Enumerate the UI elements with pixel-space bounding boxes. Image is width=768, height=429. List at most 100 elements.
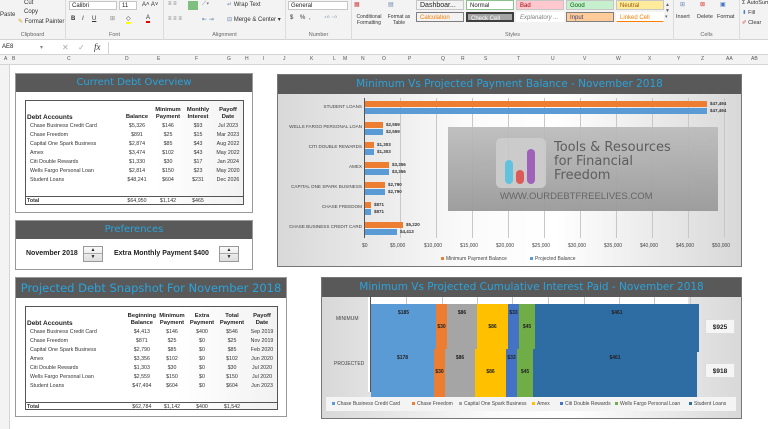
paste-button[interactable]: Paste [0, 12, 16, 18]
col-ab[interactable]: AB [751, 56, 758, 62]
fill-color-icon[interactable]: ◇ [126, 16, 131, 24]
col-e[interactable]: E [157, 56, 161, 62]
italic-button[interactable]: I [82, 16, 84, 22]
cell: $1,303 [133, 364, 150, 371]
fill-button[interactable]: ⬇ Fill [742, 10, 756, 16]
bold-button[interactable]: B [71, 16, 76, 22]
seg-proj-chase-business: $178 [371, 349, 434, 397]
extra-down-button[interactable]: ▼ [226, 254, 232, 260]
style-normal[interactable]: Normal [466, 0, 514, 10]
cell: $93 [193, 122, 203, 129]
month-up-button[interactable]: ▲ [84, 247, 102, 254]
seg-min-citi: $33 [508, 304, 519, 352]
style-good[interactable]: Good [566, 0, 614, 10]
col-c[interactable]: C [67, 56, 71, 62]
col-k[interactable]: K [310, 56, 314, 62]
col-y[interactable]: Y [677, 56, 681, 62]
font-name-select[interactable]: Calibri [69, 1, 117, 10]
col-a[interactable]: A [4, 56, 8, 62]
cancel-icon[interactable]: ✕ [62, 43, 69, 52]
copy-button[interactable]: Copy [24, 9, 39, 15]
font-color-icon[interactable]: A [146, 15, 151, 23]
align-left-icon[interactable]: ≡ ≡ ≡ [168, 16, 182, 22]
align-bottom-icon[interactable] [188, 1, 198, 10]
delete-button[interactable]: Delete [697, 14, 713, 20]
clear-button[interactable]: ✐ Clear [742, 20, 762, 26]
col-i[interactable]: I [263, 56, 265, 62]
format-painter-button[interactable]: ✎ Format Painter [18, 19, 65, 25]
col-j[interactable]: J [283, 56, 286, 62]
cut-button[interactable]: Cut [24, 0, 34, 6]
orientation-icon[interactable]: ⟋▾ [202, 1, 210, 7]
merge-center-button[interactable]: ⊟ Merge & Center ▾ [227, 17, 281, 23]
cell: $1,142 [157, 401, 187, 411]
underline-button[interactable]: U [92, 16, 97, 22]
insert-function-button[interactable]: fx [94, 42, 101, 52]
align-top-icon[interactable]: ≡ ≡ [168, 1, 177, 7]
format-button[interactable]: Format [717, 14, 735, 20]
cell: $146 [162, 122, 174, 129]
wrap-text-button[interactable]: ↵ Wrap Text [227, 2, 261, 8]
decimal-icon[interactable]: ⁺⁰ ⁻⁰ [324, 16, 337, 22]
col-t[interactable]: T [517, 56, 521, 62]
month-spinner[interactable]: ▲ ▼ [83, 246, 103, 262]
styles-scroll[interactable]: ▲ ▼ ▾ [665, 2, 670, 20]
col-q[interactable]: Q [441, 56, 445, 62]
col-p[interactable]: P [408, 56, 412, 62]
col-g[interactable]: G [227, 56, 231, 62]
font-size-select[interactable]: 11 [119, 1, 137, 10]
style-dashboard[interactable]: Dashboar... [416, 0, 464, 10]
style-check-cell[interactable]: Check Cell [466, 12, 514, 22]
cell: Feb 2020 [250, 346, 274, 353]
autosum-button[interactable]: Σ AutoSum [742, 0, 768, 6]
alignment-label: Alignment [212, 32, 237, 38]
name-box[interactable]: AE8 [2, 44, 14, 50]
col-m[interactable]: M [343, 56, 348, 62]
percent-button[interactable]: % [300, 15, 306, 21]
col-x[interactable]: X [648, 56, 652, 62]
borders-icon[interactable]: ⊞ [110, 16, 116, 22]
col-h[interactable]: H [245, 56, 249, 62]
col-o[interactable]: O [382, 56, 386, 62]
col-v[interactable]: V [583, 56, 587, 62]
col-w[interactable]: W [616, 56, 621, 62]
extra-payment-spinner[interactable]: ▲ ▼ [219, 246, 239, 262]
number-format-select[interactable]: General [288, 1, 348, 10]
cell: $15 [193, 131, 203, 138]
col-s[interactable]: S [484, 56, 488, 62]
indent-icon[interactable]: ⇤ ⇥ [202, 17, 214, 23]
col-r[interactable]: R [461, 56, 465, 62]
style-bad[interactable]: Bad [516, 0, 564, 10]
format-as-table-button[interactable]: Format as Table [387, 14, 411, 26]
enter-icon[interactable]: ✓ [78, 43, 85, 52]
col-u[interactable]: U [551, 56, 555, 62]
x-tick: $25,000 [532, 243, 551, 249]
comma-button[interactable]: , [309, 15, 311, 21]
legend-wells-fargo: Wells Fargo Personal Loan [615, 401, 680, 407]
col-z[interactable]: Z [701, 56, 705, 62]
style-neutral[interactable]: Neutral [616, 0, 664, 10]
col-f[interactable]: F [195, 56, 199, 62]
month-down-button[interactable]: ▼ [90, 254, 96, 260]
grow-font-icon[interactable]: A˄ A˅ [142, 2, 159, 8]
formula-input[interactable] [108, 42, 768, 54]
col-b[interactable]: B [12, 56, 16, 62]
extra-up-button[interactable]: ▲ [220, 247, 238, 254]
conditional-formatting-button[interactable]: Conditional Formatting [356, 14, 382, 26]
bar-label: $2,790 [388, 182, 402, 187]
col-aa[interactable]: AA [726, 56, 733, 62]
style-calculation[interactable]: Calculation [416, 12, 464, 22]
name-box-dropdown[interactable]: ▾ [40, 45, 44, 51]
col-l[interactable]: L [333, 56, 336, 62]
col-d[interactable]: D [125, 56, 129, 62]
insert-button[interactable]: Insert [676, 14, 690, 20]
style-input[interactable]: Input [566, 12, 614, 22]
currency-button[interactable]: $ [290, 15, 294, 21]
legend-chase-freedom: Chase Freedom [412, 401, 453, 407]
col-n[interactable]: N [361, 56, 365, 62]
cell: $891 [131, 131, 143, 138]
style-linked-cell[interactable]: Linked Cell [616, 12, 664, 22]
bar-proj-citi [365, 149, 374, 155]
cell: Student Loans [30, 382, 65, 389]
style-explanatory[interactable]: Explanatory ... [516, 12, 564, 22]
